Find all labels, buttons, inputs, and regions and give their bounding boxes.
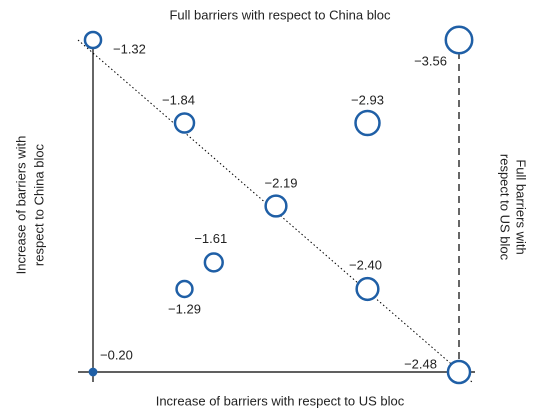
value-label: −1.61 bbox=[194, 231, 227, 246]
value-label: −2.48 bbox=[404, 356, 437, 371]
value-label: −1.32 bbox=[113, 41, 146, 56]
bubble bbox=[173, 112, 196, 134]
bubble bbox=[175, 279, 194, 299]
right-title-line: Full barriers with bbox=[514, 159, 529, 254]
value-label: −1.29 bbox=[168, 301, 201, 316]
left-title-line: respect to China bloc bbox=[31, 143, 46, 266]
top-title: Full barriers with respect to China bloc bbox=[169, 7, 391, 22]
bubble bbox=[354, 109, 381, 137]
left-title-line: Increase of barriers with bbox=[13, 136, 28, 275]
bubble bbox=[88, 367, 98, 377]
value-label: −0.20 bbox=[100, 347, 133, 362]
bottom-title: Increase of barriers with respect to US … bbox=[156, 393, 405, 408]
value-label: −1.84 bbox=[162, 92, 195, 107]
value-label: −2.40 bbox=[349, 257, 382, 272]
right-title-line: respect to US bloc bbox=[498, 154, 513, 261]
bubble bbox=[264, 194, 288, 218]
value-label: −3.56 bbox=[414, 53, 447, 68]
bubble bbox=[83, 30, 103, 50]
bubble bbox=[444, 25, 474, 55]
bubble bbox=[203, 252, 224, 273]
bubble bbox=[355, 276, 380, 302]
bubble bbox=[446, 359, 472, 385]
value-label: −2.19 bbox=[265, 175, 298, 190]
value-label: −2.93 bbox=[351, 92, 384, 107]
